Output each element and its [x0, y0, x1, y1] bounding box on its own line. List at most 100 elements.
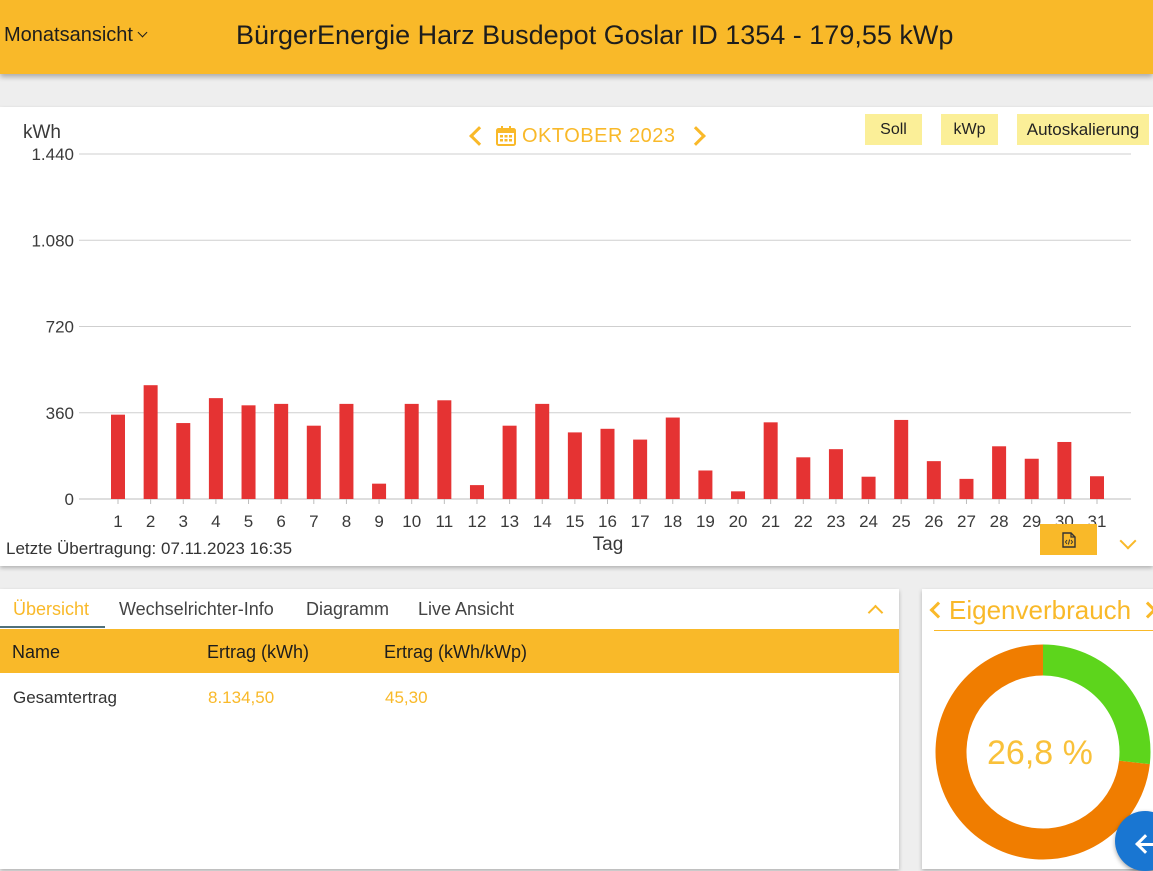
bar[interactable]: [404, 403, 419, 499]
x-tick-label: 22: [794, 512, 813, 531]
bar[interactable]: [992, 446, 1007, 499]
bar[interactable]: [959, 478, 974, 499]
x-tick-label: 15: [565, 512, 584, 531]
export-button[interactable]: [1040, 524, 1097, 555]
x-tick-label: 4: [211, 512, 220, 531]
bar[interactable]: [143, 385, 158, 499]
bar[interactable]: [1024, 458, 1039, 499]
file-export-icon: [1061, 531, 1076, 548]
tab-live-view[interactable]: Live Ansicht: [418, 599, 515, 619]
bar[interactable]: [796, 457, 811, 499]
view-select-label: Monatsansicht: [4, 24, 133, 46]
y-tick-label: 0: [65, 490, 74, 509]
view-select[interactable]: Monatsansicht: [4, 24, 148, 47]
bar[interactable]: [600, 428, 615, 499]
kwp-toggle-button[interactable]: kWp: [941, 114, 998, 145]
bar[interactable]: [1090, 476, 1104, 499]
bar[interactable]: [208, 398, 223, 499]
month-label[interactable]: OKTOBER 2023: [522, 124, 676, 147]
bar[interactable]: [339, 403, 354, 499]
bar[interactable]: [567, 432, 582, 499]
y-tick-label: 720: [46, 318, 74, 337]
x-tick-label: 12: [468, 512, 487, 531]
bar[interactable]: [731, 491, 746, 499]
bar[interactable]: [469, 485, 484, 499]
bar[interactable]: [665, 417, 680, 499]
x-tick-label: 26: [924, 512, 943, 531]
month-navigation: OKTOBER 2023: [466, 121, 707, 151]
bar[interactable]: [306, 425, 321, 499]
bar[interactable]: [828, 449, 843, 499]
x-tick-label: 29: [1022, 512, 1041, 531]
tab-inverter-info[interactable]: Wechselrichter-Info: [119, 599, 274, 619]
y-tick-label: 1.440: [31, 145, 74, 164]
y-tick-label: 1.080: [31, 231, 74, 250]
bar[interactable]: [111, 414, 125, 499]
bar[interactable]: [861, 476, 876, 499]
x-tick-label: 16: [598, 512, 617, 531]
bar[interactable]: [1057, 441, 1072, 499]
row-yield-kwh: 8.134,50: [208, 688, 275, 707]
title-underline: [934, 630, 1153, 631]
x-tick-label: 28: [990, 512, 1009, 531]
bar[interactable]: [926, 461, 941, 499]
x-tick-label: 2: [146, 512, 155, 531]
self-consumption-value: 26,8 %: [987, 734, 1093, 772]
y-tick-label: 360: [46, 404, 74, 423]
bar[interactable]: [698, 470, 713, 499]
bar[interactable]: [894, 419, 909, 499]
app-header: Monatsansicht BürgerEnergie Harz Busdepo…: [0, 0, 1153, 74]
bar[interactable]: [502, 425, 517, 499]
x-tick-label: 6: [276, 512, 285, 531]
active-tab-indicator: [0, 626, 105, 628]
x-tick-label: 9: [374, 512, 383, 531]
x-axis-label: Tag: [593, 534, 624, 555]
bar[interactable]: [241, 405, 256, 499]
chart-bars: [111, 385, 1104, 499]
x-tick-label: 23: [826, 512, 845, 531]
column-header-name: Name: [12, 642, 61, 662]
x-tick-label: 11: [436, 512, 454, 531]
x-tick-label: 10: [402, 512, 421, 531]
chevron-right-icon[interactable]: [686, 126, 707, 146]
x-tick-label: 18: [663, 512, 682, 531]
tab-overview[interactable]: Übersicht: [13, 599, 90, 619]
self-consumption-card: Eigenverbrauch 26,8 %: [922, 589, 1153, 869]
yield-table-card: Übersicht Wechselrichter-Info Diagramm L…: [0, 589, 899, 869]
x-tick-label: 1: [113, 512, 122, 531]
x-tick-label: 14: [533, 512, 552, 531]
soll-toggle-button[interactable]: Soll: [865, 114, 922, 145]
column-header-yield-kwh: Ertrag (kWh): [207, 642, 310, 662]
x-tick-label: 13: [500, 512, 519, 531]
x-tick-label: 20: [729, 512, 748, 531]
bar[interactable]: [437, 400, 452, 499]
bar[interactable]: [176, 423, 191, 499]
x-tick-label: 3: [179, 512, 188, 531]
chevron-up-icon[interactable]: [867, 604, 884, 621]
y-axis-label: kWh: [23, 122, 61, 143]
donut-segment-own: [1042, 644, 1151, 765]
bar[interactable]: [763, 422, 778, 499]
self-consumption-donut: [935, 644, 1151, 860]
x-tick-label: 8: [342, 512, 351, 531]
bar[interactable]: [274, 403, 289, 499]
x-tick-label: 21: [761, 512, 780, 531]
chevron-left-icon[interactable]: [469, 126, 489, 146]
x-tick-label: 17: [631, 512, 650, 531]
bar[interactable]: [372, 483, 387, 499]
tab-diagram[interactable]: Diagramm: [306, 599, 390, 619]
donut-segment-grid: [935, 644, 1150, 860]
x-tick-label: 5: [244, 512, 253, 531]
autoscale-toggle-button[interactable]: Autoskalierung: [1017, 114, 1149, 145]
chevron-down-icon: [137, 27, 148, 38]
x-tick-label: 24: [859, 512, 878, 531]
table-header: Name Ertrag (kWh) Ertrag (kWh/kWp): [0, 629, 899, 673]
page-title: BürgerEnergie Harz Busdepot Goslar ID 13…: [236, 20, 954, 50]
row-yield-kwh-kwp: 45,30: [385, 688, 428, 707]
calendar-icon[interactable]: [496, 126, 516, 146]
bar[interactable]: [535, 403, 550, 499]
bar[interactable]: [633, 439, 648, 499]
x-tick-label: 19: [696, 512, 715, 531]
